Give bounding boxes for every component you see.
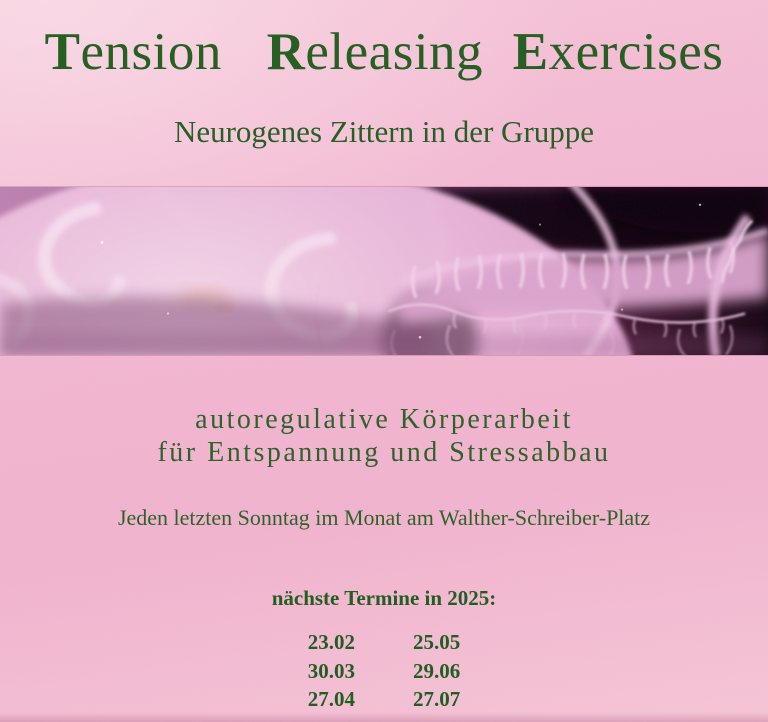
title-word: Exercises [513, 22, 724, 82]
title-initial: R [266, 23, 306, 81]
tagline-line2: für Entspannung und Stressabbau [157, 437, 611, 468]
date-cell: 27.04 [307, 687, 355, 711]
title-word-rest: eleasing [305, 23, 484, 81]
jellyfish-photo [0, 186, 768, 356]
tagline-line1: autoregulative Körperarbeit [195, 404, 573, 435]
date-cell: 27.07 [413, 687, 461, 711]
date-cell: 25.05 [413, 630, 461, 654]
dates-heading: nächste Termine in 2025: [271, 586, 497, 610]
title-word-rest: ension [80, 23, 222, 81]
page-title: Tension Releasing Exercises [0, 22, 768, 82]
date-cell: 30.03 [307, 658, 355, 683]
title-word-rest: xercises [548, 23, 724, 81]
subtitle: Neurogenes Zittern in der Gruppe [173, 114, 595, 149]
title-initial: T [44, 23, 81, 81]
title-word: Tension [45, 22, 222, 82]
date-cell: 23.02 [307, 630, 355, 654]
title-initial: E [512, 23, 549, 81]
date-cell: 29.06 [413, 658, 461, 683]
jellyfish-photo-art [0, 187, 768, 355]
title-word: Releasing [267, 22, 483, 82]
dates-table: 23.02 30.03 27.04 25.05 29.06 27.07 [0, 628, 768, 714]
tagline: autoregulative Körperarbeit für Entspann… [0, 403, 768, 469]
dates-column-1: 23.02 30.03 27.04 [308, 628, 355, 714]
dates-column-2: 25.05 29.06 27.07 [413, 628, 460, 714]
schedule-note: Jeden letzten Sonntag im Monat am Walthe… [117, 505, 651, 530]
